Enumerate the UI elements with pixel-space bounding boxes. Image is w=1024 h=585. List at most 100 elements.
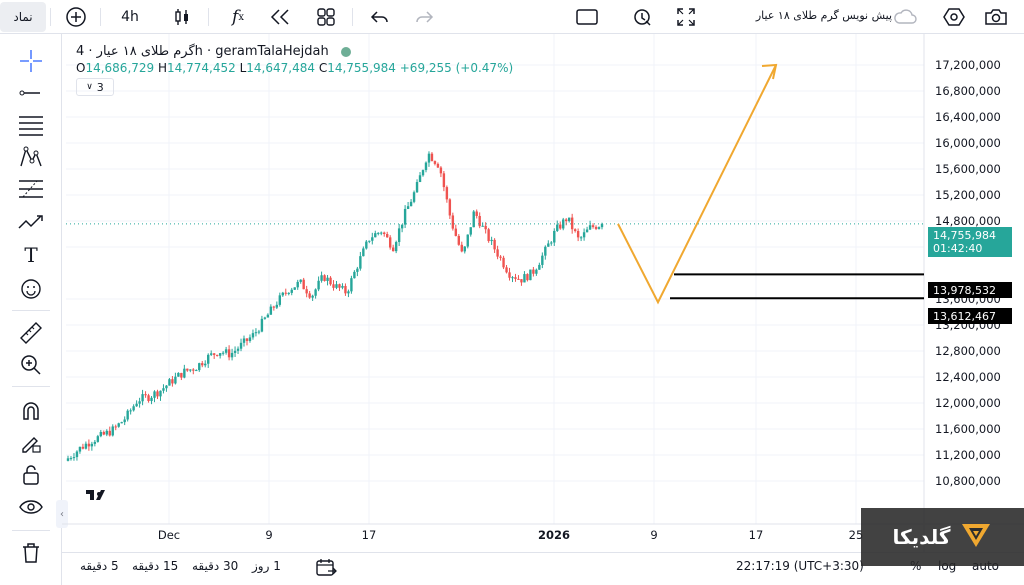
- low-label: L: [239, 61, 247, 75]
- lock-icon[interactable]: [16, 462, 46, 488]
- candle-body: [493, 239, 496, 250]
- candle-body: [421, 170, 425, 176]
- replay-icon[interactable]: [266, 4, 294, 30]
- price-chart[interactable]: 17,200,000 16,800,000 16,400,000 16,000,000…: [62, 34, 1024, 552]
- timeframe-30m[interactable]: 30 دقیقه: [192, 559, 239, 573]
- candle-body: [380, 232, 383, 234]
- chart-grid: [62, 34, 1024, 552]
- candle-body: [132, 406, 135, 411]
- alert-icon[interactable]: [628, 4, 656, 30]
- cloud-icon[interactable]: [890, 4, 920, 30]
- plus-circle-icon[interactable]: [62, 4, 90, 30]
- candle-body: [562, 219, 565, 229]
- candle-body: [308, 293, 311, 298]
- redo-icon[interactable]: [410, 4, 438, 30]
- candle-body: [529, 269, 532, 281]
- candle-body: [192, 369, 195, 371]
- candle-body: [565, 219, 568, 222]
- candle-body: [105, 430, 108, 435]
- symbol-search-button[interactable]: نماد: [0, 2, 46, 32]
- candle-body: [326, 277, 329, 281]
- eye-icon[interactable]: [16, 494, 46, 520]
- hexagon-settings-icon[interactable]: [940, 4, 968, 30]
- candle-body: [499, 256, 502, 258]
- candle-body: [439, 167, 443, 174]
- indicators-toggle-button[interactable]: ∨ 3: [76, 78, 114, 96]
- change-value: +69,255 (+0.47%): [399, 61, 514, 75]
- trend-line-icon[interactable]: [16, 80, 46, 106]
- candle-body: [135, 403, 138, 407]
- layout-name-label[interactable]: پیش نویس گرم طلای ۱۸ عیار: [755, 9, 892, 22]
- time-axis[interactable]: Dec 9 17 2026 9 17 25: [158, 528, 863, 542]
- lock-pencil-icon[interactable]: [16, 430, 46, 456]
- candle-body: [514, 277, 517, 279]
- candle-body: [171, 379, 174, 384]
- candle-body: [150, 397, 153, 402]
- candlestick-series: [66, 151, 604, 462]
- candle-body: [556, 224, 559, 231]
- candle-body: [317, 280, 320, 290]
- candle-body: [242, 338, 246, 343]
- interval-button[interactable]: 4h: [121, 9, 139, 25]
- camera-icon[interactable]: [982, 4, 1010, 30]
- horizontal-lines-icon[interactable]: [16, 112, 46, 138]
- trash-icon[interactable]: [16, 540, 46, 566]
- pattern-icon[interactable]: [16, 144, 46, 170]
- candle-body: [84, 443, 88, 449]
- timeframe-5m[interactable]: 5 دقیقه: [80, 559, 119, 573]
- undo-icon[interactable]: [366, 4, 394, 30]
- price-axis[interactable]: 17,200,000 16,800,000 16,400,000 16,000,000…: [935, 58, 1001, 488]
- price-tick-label: 16,800,000: [935, 84, 1001, 98]
- candle-body: [123, 419, 126, 423]
- candle-body: [251, 333, 255, 338]
- fullscreen-icon[interactable]: [672, 4, 700, 30]
- layouts-icon[interactable]: [312, 4, 340, 30]
- candle-body: [400, 224, 404, 229]
- emoji-icon[interactable]: [16, 276, 46, 302]
- close-value: 14,755,984: [327, 61, 396, 75]
- candle-body: [523, 274, 526, 283]
- time-tick-label: 2026: [538, 528, 570, 542]
- candle-body: [311, 295, 314, 298]
- candle-body: [394, 242, 398, 252]
- candle-body: [496, 249, 499, 257]
- high-value: 14,774,452: [167, 61, 236, 75]
- forecast-icon[interactable]: [16, 210, 46, 236]
- candle-body: [165, 385, 168, 389]
- candle-body: [511, 277, 514, 279]
- timezone-clock[interactable]: 22:17:19 (UTC+3:30): [736, 559, 864, 573]
- symbol-title[interactable]: گرم طلای ۱۸ عیار · 4h · geramTalaHejdah: [76, 44, 513, 59]
- candle-body: [218, 353, 222, 356]
- candle-body: [227, 349, 231, 358]
- candle-body: [266, 314, 270, 318]
- candle-body: [350, 278, 353, 292]
- timeframe-15m[interactable]: 15 دقیقه: [132, 559, 179, 573]
- candle-body: [177, 372, 180, 377]
- candle-body: [66, 458, 70, 461]
- percent-scale-button[interactable]: %: [910, 559, 922, 573]
- candle-body: [347, 291, 350, 294]
- candle-body: [209, 353, 213, 355]
- collapse-toolbar-button[interactable]: ‹: [56, 500, 68, 528]
- candles-icon[interactable]: [168, 4, 196, 30]
- ruler-icon[interactable]: [16, 320, 46, 346]
- candle-body: [230, 352, 234, 358]
- date-range-icon[interactable]: [314, 557, 338, 583]
- ohlc-values: O14,686,729 H14,774,452 L14,647,484 C14,…: [76, 61, 513, 75]
- candle-body: [383, 232, 386, 235]
- candle-body: [81, 446, 85, 449]
- tradingview-logo: [86, 490, 105, 500]
- text-icon[interactable]: T: [24, 243, 38, 267]
- rectangle-icon[interactable]: [572, 4, 602, 30]
- candle-body: [415, 182, 419, 193]
- crosshair-icon[interactable]: [16, 48, 46, 74]
- fib-icon[interactable]: [16, 176, 46, 202]
- candle-body: [436, 163, 440, 168]
- timeframe-1d[interactable]: 1 روز: [252, 559, 281, 573]
- candle-body: [96, 436, 100, 442]
- magnet-icon[interactable]: [16, 398, 46, 424]
- candle-body: [478, 215, 481, 227]
- candle-body: [183, 368, 186, 378]
- zoom-in-icon[interactable]: [16, 352, 46, 378]
